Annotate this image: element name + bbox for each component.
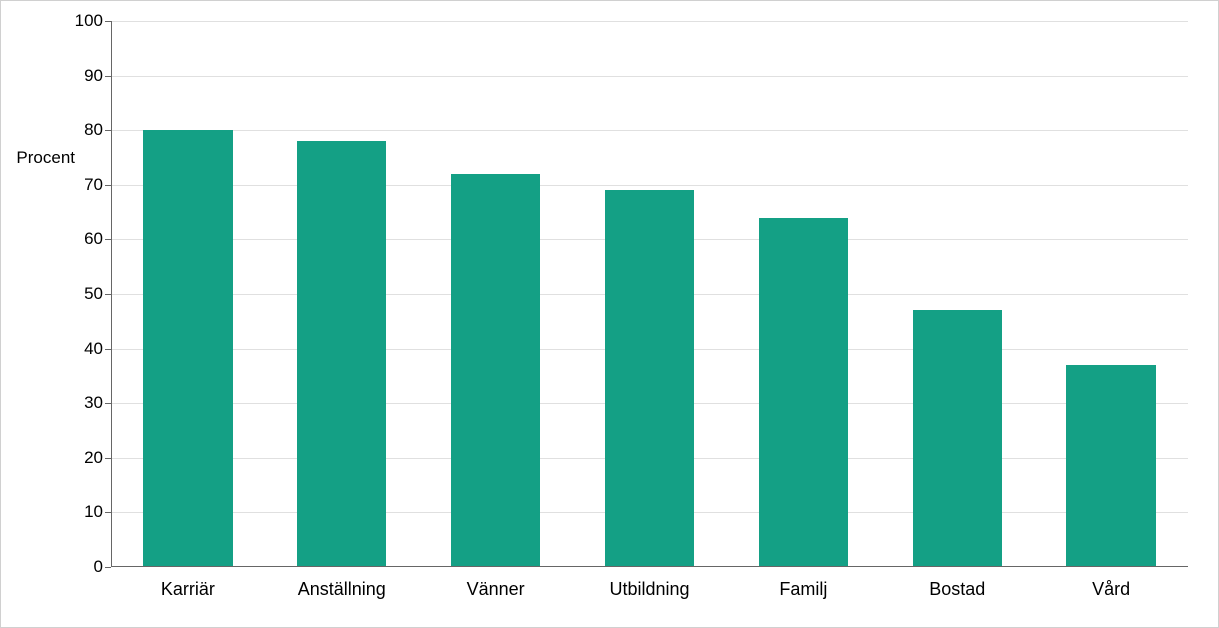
y-tick-label: 50	[84, 284, 103, 304]
x-axis-line	[111, 566, 1188, 567]
bar-slot: Bostad	[880, 21, 1034, 567]
x-tick-label: Utbildning	[609, 579, 689, 600]
bar-slot: Karriär	[111, 21, 265, 567]
bar	[605, 190, 694, 567]
bars-row: KarriärAnställningVännerUtbildningFamilj…	[111, 21, 1188, 567]
bar	[913, 310, 1002, 567]
y-axis-title: Procent	[16, 148, 75, 168]
y-tick-label: 40	[84, 339, 103, 359]
y-axis-line	[111, 21, 112, 567]
y-tick-label: 0	[94, 557, 103, 577]
bar-slot: Vård	[1034, 21, 1188, 567]
y-tick-label: 100	[75, 11, 103, 31]
y-tick-label: 80	[84, 120, 103, 140]
x-tick-label: Bostad	[929, 579, 985, 600]
y-tick-label: 90	[84, 66, 103, 86]
y-tick-label: 10	[84, 502, 103, 522]
bar	[143, 130, 232, 567]
bar	[451, 174, 540, 567]
y-tick-label: 20	[84, 448, 103, 468]
bar-slot: Familj	[726, 21, 880, 567]
bar	[1066, 365, 1155, 567]
chart-container: Procent 0102030405060708090100 KarriärAn…	[0, 0, 1219, 628]
x-tick-label: Vård	[1092, 579, 1130, 600]
y-tick-label: 30	[84, 393, 103, 413]
plot-area: Procent 0102030405060708090100 KarriärAn…	[111, 21, 1188, 567]
bar	[297, 141, 386, 567]
y-tick-mark	[105, 567, 111, 568]
bar-slot: Anställning	[265, 21, 419, 567]
bar	[759, 218, 848, 567]
x-tick-label: Familj	[779, 579, 827, 600]
y-tick-label: 70	[84, 175, 103, 195]
x-tick-label: Karriär	[161, 579, 215, 600]
bar-slot: Utbildning	[573, 21, 727, 567]
x-tick-label: Vänner	[467, 579, 525, 600]
bar-slot: Vänner	[419, 21, 573, 567]
y-tick-label: 60	[84, 229, 103, 249]
x-tick-label: Anställning	[298, 579, 386, 600]
